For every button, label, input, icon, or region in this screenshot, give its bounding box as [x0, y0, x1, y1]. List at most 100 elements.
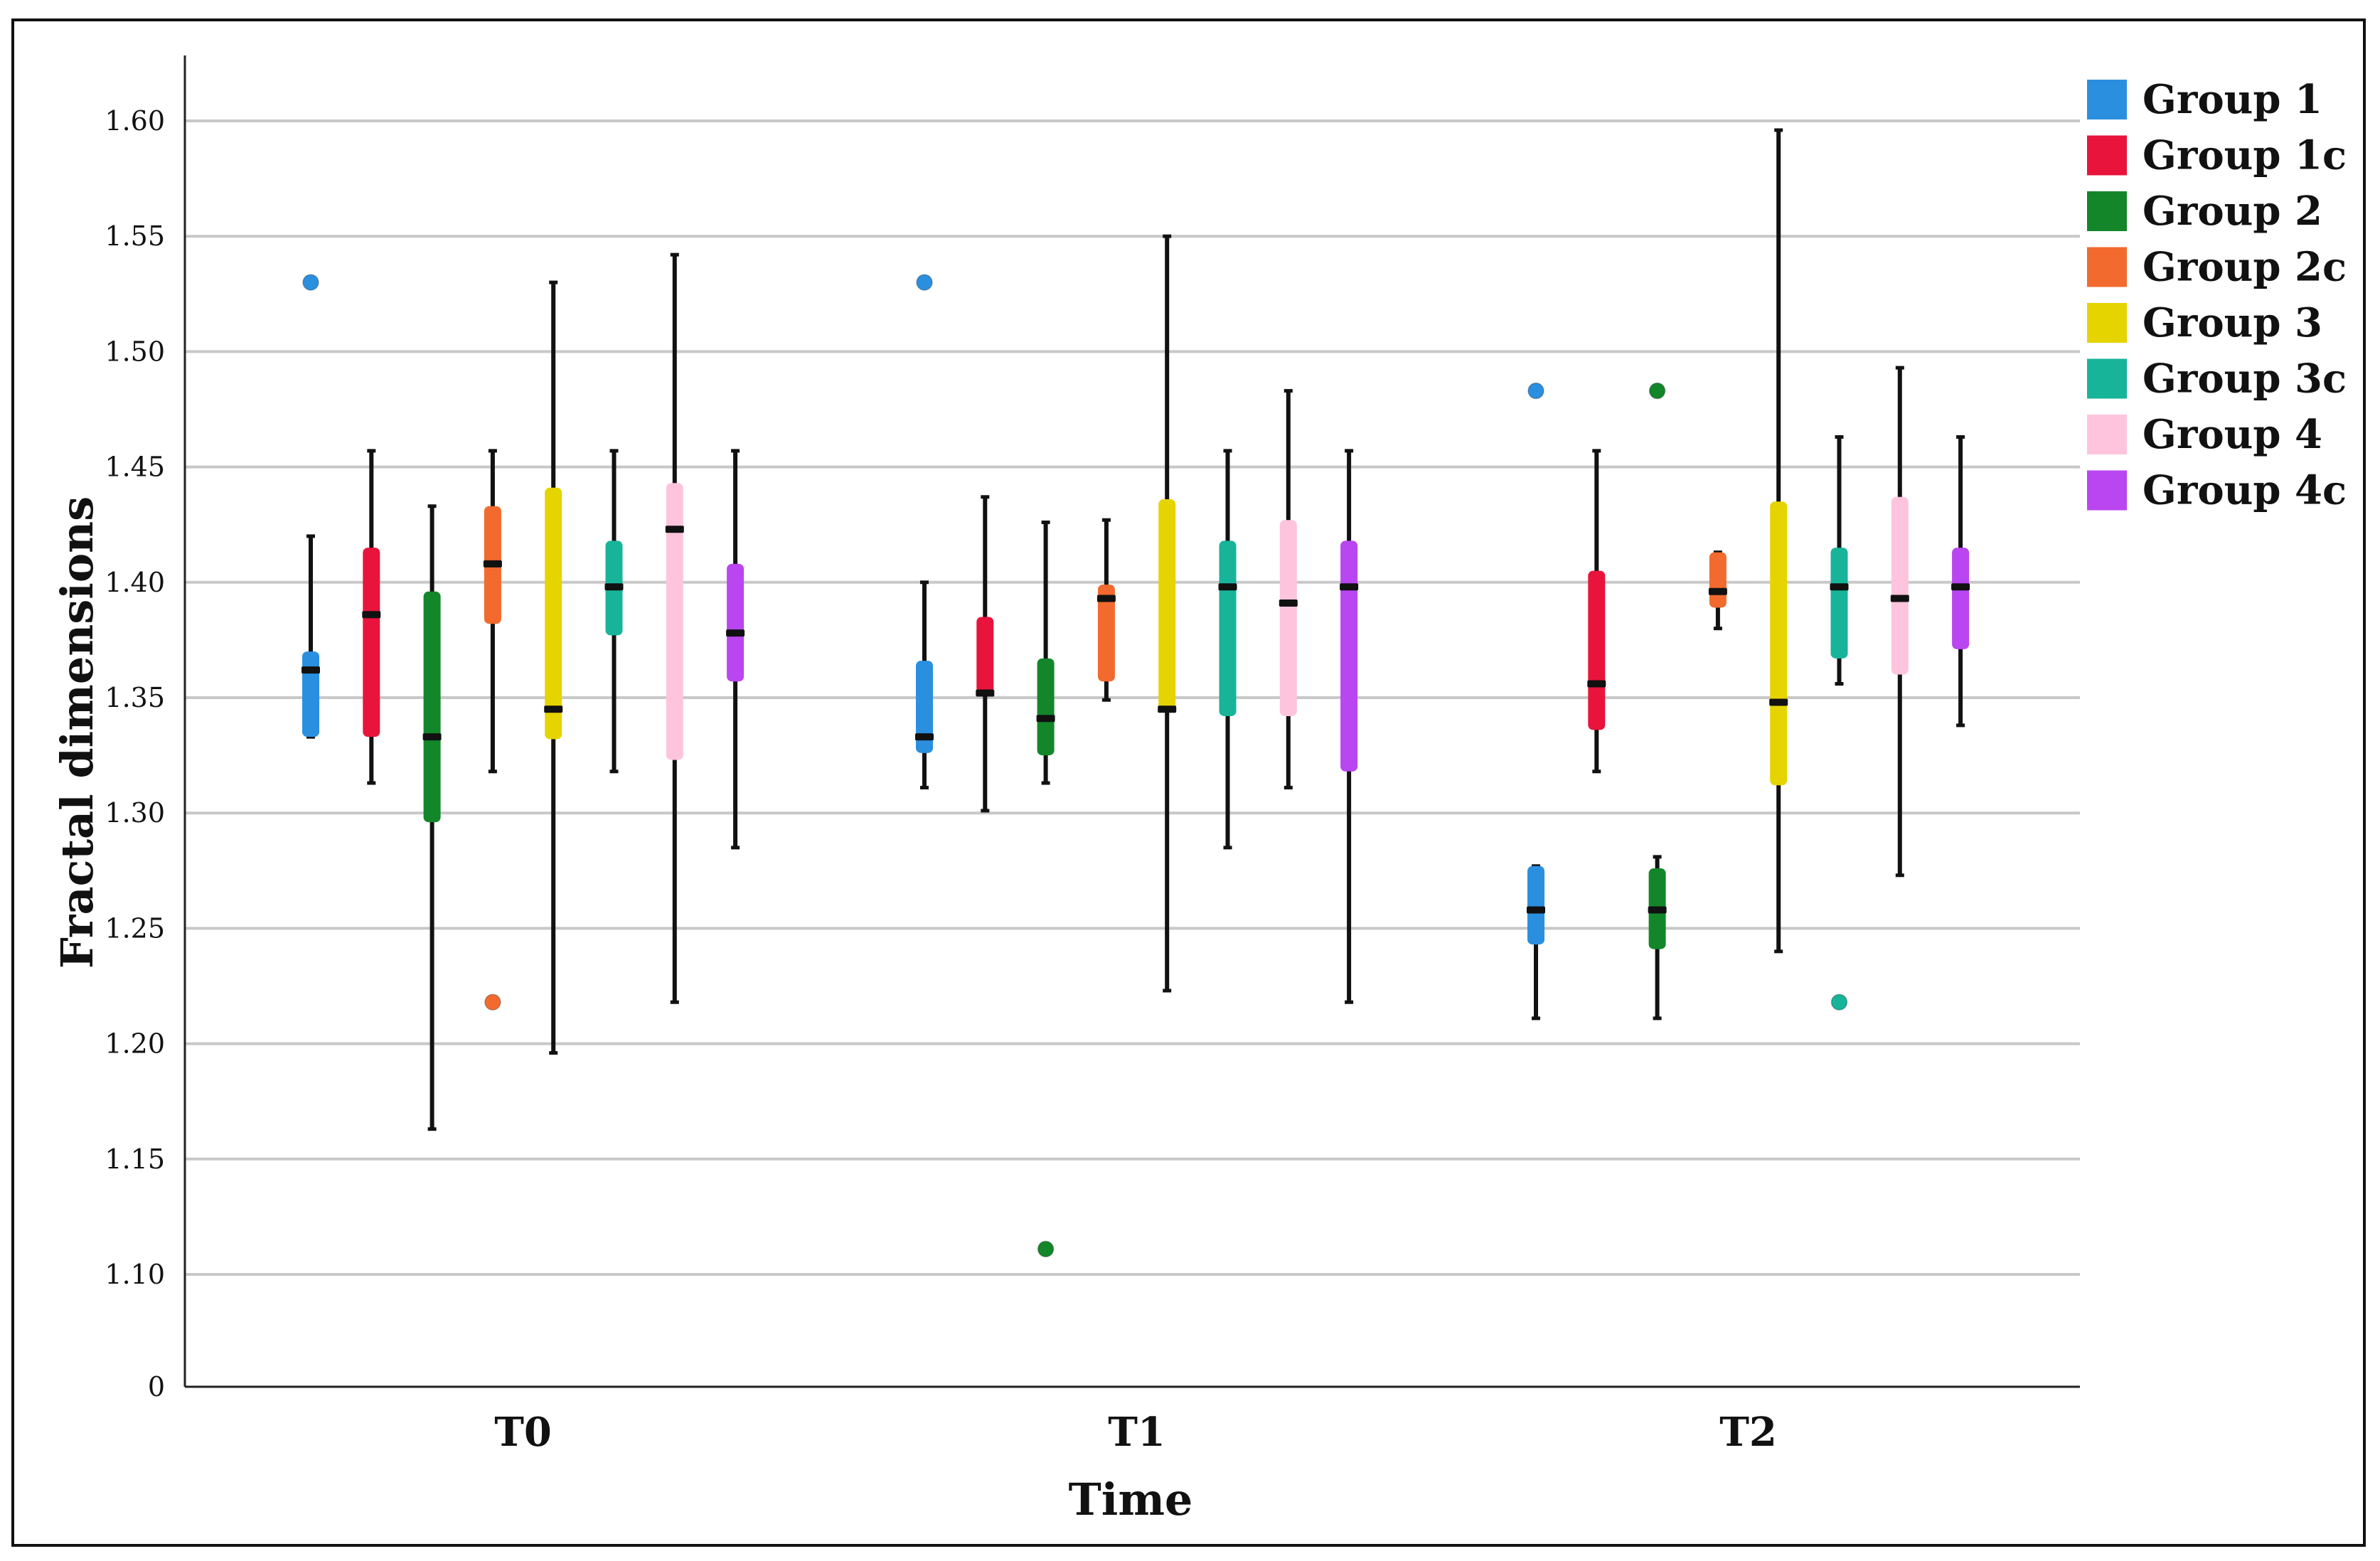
box-body [1340, 540, 1358, 772]
legend-swatch [2087, 358, 2127, 399]
box-plot-chart: 0 1.10 1.15 1.20 1.25 1.30 1.35 1.40 1.45 1.50 1.5… [51, 55, 2347, 1525]
y-tick-label: 1.15 [105, 1144, 165, 1175]
box-body [1709, 552, 1727, 608]
legend: Group 1 Group 1c Group 2 Group 2c Group 3 Gro… [2087, 76, 2347, 514]
median-mark [1587, 680, 1606, 688]
legend-item: Group 4 [2087, 411, 2322, 458]
legend-swatch [2087, 191, 2127, 231]
legend-label: Group 4 [2142, 411, 2322, 458]
box-body [1279, 520, 1297, 716]
y-tick-label: 1.25 [105, 912, 165, 944]
box-body [1588, 570, 1606, 730]
box-body [1037, 658, 1055, 756]
box-group-1c [1587, 449, 1606, 774]
x-tick-label: T0 [494, 1409, 552, 1456]
box-body [423, 591, 441, 823]
y-tick-label: 1.20 [105, 1028, 165, 1060]
box-group-3c [604, 449, 624, 774]
legend-item: Group 4c [2087, 467, 2347, 514]
median-mark [1036, 715, 1055, 723]
legend-swatch [2087, 80, 2127, 119]
median-mark [665, 526, 684, 533]
x-axis-title: Time [1069, 1474, 1193, 1525]
legend-item: Group 2c [2087, 244, 2347, 291]
median-mark [976, 689, 995, 697]
axis-labels: 0 1.10 1.15 1.20 1.25 1.30 1.35 1.40 1.45 1.50 1.5… [105, 105, 1776, 1456]
median-mark [1096, 595, 1116, 602]
box-group-3 [1769, 128, 1788, 954]
median-mark [604, 583, 624, 591]
legend-swatch [2087, 415, 2127, 454]
box-body [1527, 865, 1544, 945]
legend-label: Group 1 [2142, 76, 2322, 123]
y-tick-label: 1.35 [105, 682, 165, 713]
box-group-1c [362, 449, 381, 785]
median-mark [1890, 595, 1909, 602]
box-body [302, 651, 319, 737]
grid-lines [185, 119, 2080, 1276]
legend-label: Group 3c [2142, 356, 2347, 403]
box-group-1 [1527, 382, 1545, 1021]
y-tick-label: 1.30 [105, 797, 165, 829]
legend-item: Group 2 [2087, 188, 2322, 235]
box-body [1891, 496, 1909, 675]
axes [183, 55, 2080, 1388]
box-body [727, 563, 745, 682]
outlier-point [484, 993, 501, 1011]
median-mark [1708, 587, 1727, 595]
outlier-point [1037, 1240, 1055, 1258]
box-body [1158, 499, 1176, 712]
figure-frame: 0 1.10 1.15 1.20 1.25 1.30 1.35 1.40 1.45 1.50 1.5… [11, 18, 2366, 1547]
box-body [1219, 540, 1237, 716]
box-group-4 [1890, 366, 1909, 878]
median-mark [544, 705, 563, 713]
box-group-4c [726, 449, 745, 850]
box-group-4 [665, 252, 684, 1004]
legend-item: Group 3 [2087, 299, 2322, 346]
box-body [1952, 548, 1970, 649]
legend-swatch [2087, 470, 2127, 511]
legend-item: Group 1c [2087, 132, 2347, 179]
y-axis-title: Fractal dimensions [51, 496, 103, 969]
median-mark [1830, 583, 1849, 591]
y-tick-label: 1.10 [105, 1259, 165, 1290]
legend-swatch [2087, 135, 2127, 176]
box-group-4c [1340, 449, 1359, 1004]
y-tick-label: 1.55 [105, 220, 165, 252]
box-group-2 [1648, 382, 1667, 1021]
y-tick-label: 0 [148, 1371, 165, 1402]
box-group-2c [483, 449, 502, 1011]
outlier-point [1648, 382, 1666, 400]
box-group-2 [1036, 520, 1055, 1258]
outlier-point [302, 274, 319, 291]
outlier-point [1527, 382, 1544, 400]
y-tick-label: 1.50 [105, 336, 165, 367]
median-mark [1648, 906, 1667, 914]
y-tick-label: 1.45 [105, 452, 165, 483]
median-mark [915, 733, 934, 741]
median-mark [1769, 698, 1788, 706]
median-mark [301, 666, 320, 674]
box-group-3 [544, 280, 563, 1055]
box-body [1770, 501, 1788, 786]
legend-item: Group 3c [2087, 356, 2347, 403]
median-mark [362, 611, 381, 619]
box-body [916, 661, 933, 753]
median-mark [483, 560, 502, 568]
median-mark [1279, 599, 1298, 607]
box-group-2c [1096, 518, 1116, 702]
x-tick-label: T2 [1719, 1409, 1777, 1456]
median-mark [726, 629, 745, 637]
box-group-4c [1951, 435, 1970, 728]
legend-label: Group 2 [2142, 188, 2322, 235]
box-group-1c [976, 495, 995, 813]
box-group-3c [1830, 435, 1849, 1011]
median-mark [1340, 583, 1359, 591]
legend-item: Group 1 [2087, 76, 2322, 123]
legend-swatch [2087, 303, 2127, 343]
box-body [1830, 548, 1848, 659]
legend-label: Group 2c [2142, 244, 2347, 291]
box-group-4 [1279, 389, 1298, 790]
median-mark [422, 733, 442, 741]
box-body [1097, 585, 1115, 682]
